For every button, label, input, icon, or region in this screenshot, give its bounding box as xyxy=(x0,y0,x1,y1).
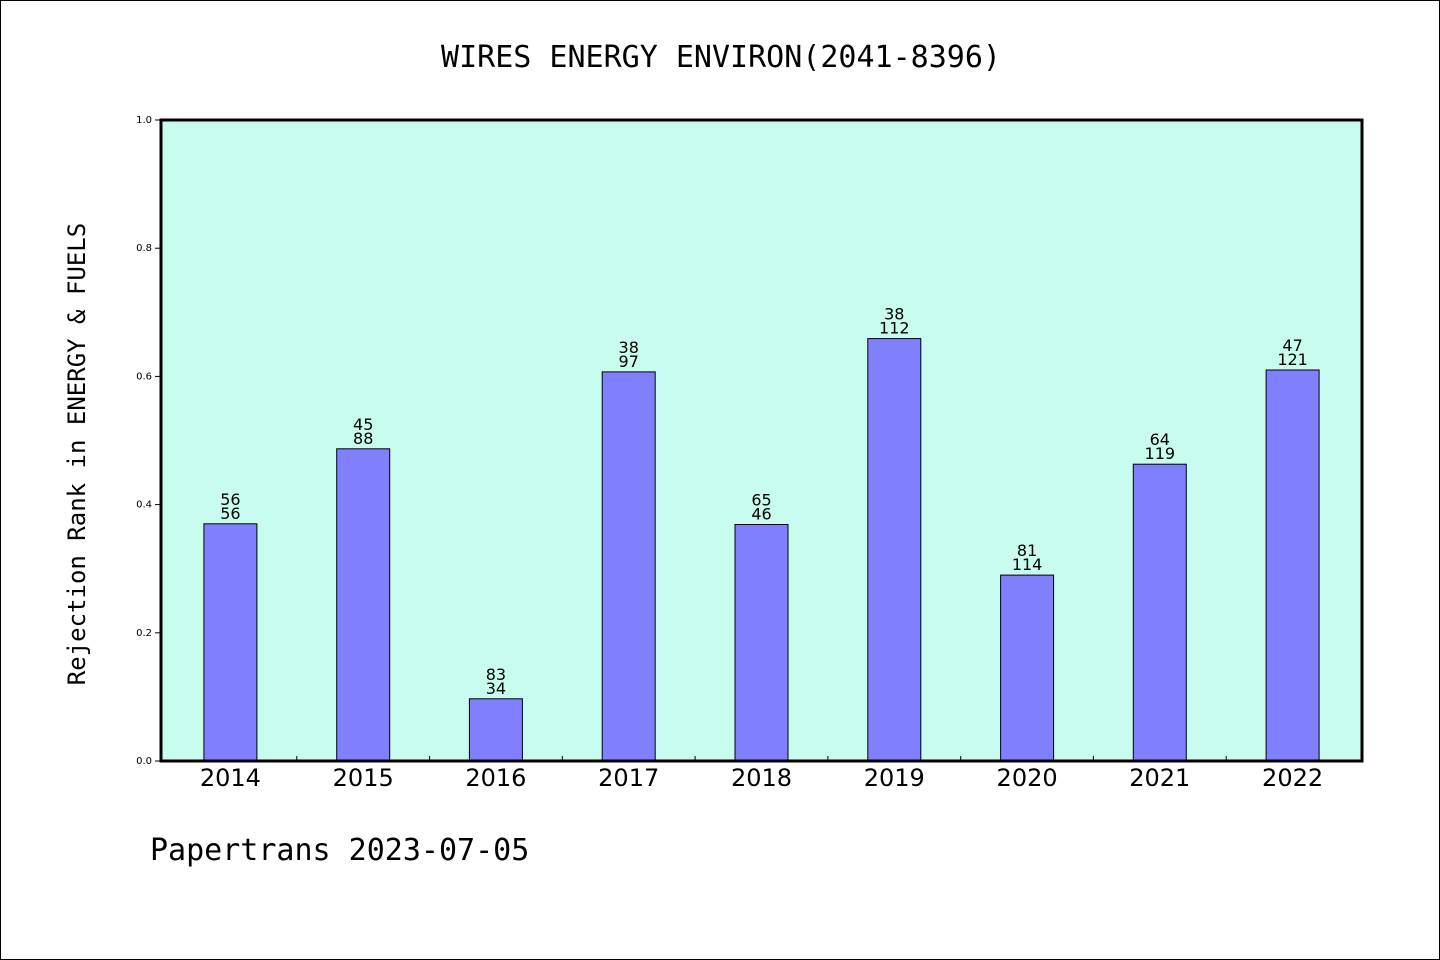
bar-label-upper-2020: 81 xyxy=(1017,541,1037,560)
plot-border xyxy=(159,118,1364,763)
bar-label-lower-2016: 34 xyxy=(486,679,506,698)
chart-title: WIRES ENERGY ENVIRON(2041-8396) xyxy=(441,40,1001,75)
y-axis-label: Rejection Rank in ENERGY & FUELS xyxy=(63,223,91,685)
bar-label-lower-2022: 121 xyxy=(1277,350,1308,369)
bar-2015 xyxy=(336,448,391,762)
footer-date-stamp: Papertrans 2023-07-05 xyxy=(150,833,530,868)
x-tick-label-2014: 2014 xyxy=(200,764,261,792)
x-tick-label-2018: 2018 xyxy=(731,764,792,792)
bar-2018 xyxy=(734,524,789,762)
bars-layer xyxy=(203,338,1320,762)
y-tick-label-0.8: 0.8 xyxy=(136,243,152,254)
x-tick-label-2022: 2022 xyxy=(1262,764,1323,792)
y-tick-label-0.0: 0.0 xyxy=(136,756,152,767)
bar-2019 xyxy=(867,338,922,762)
bar-label-lower-2018: 46 xyxy=(751,505,771,524)
bar-2020 xyxy=(1000,574,1055,762)
bar-label-lower-2019: 112 xyxy=(879,319,910,338)
x-tick-label-2016: 2016 xyxy=(465,764,526,792)
bar-label-lower-2017: 97 xyxy=(619,352,639,371)
bar-label-lower-2015: 88 xyxy=(353,429,373,448)
bar-label-upper-2022: 47 xyxy=(1282,336,1302,355)
bar-2016 xyxy=(468,698,523,762)
x-tick-label-2015: 2015 xyxy=(333,764,394,792)
y-ticks-layer: 0.0 0.2 0.4 0.6 0.8 1.0 xyxy=(136,115,161,767)
x-tick-label-2020: 2020 xyxy=(997,764,1058,792)
bar-label-lower-2014: 56 xyxy=(220,504,240,523)
bar-label-upper-2021: 64 xyxy=(1150,430,1170,449)
bar-label-upper-2014: 56 xyxy=(220,490,240,509)
x-tick-label-2017: 2017 xyxy=(598,764,659,792)
bar-2022 xyxy=(1265,369,1320,762)
x-ticks-layer: 2014 2015 2016 2017 2018 2019 2020 2021 2022 xyxy=(200,756,1323,792)
y-tick-label-1.0: 1.0 xyxy=(136,115,152,126)
bar-label-upper-2016: 83 xyxy=(486,665,506,684)
bar-label-upper-2017: 38 xyxy=(619,338,639,357)
x-tick-label-2021: 2021 xyxy=(1129,764,1190,792)
x-tick-label-2019: 2019 xyxy=(864,764,925,792)
bar-2017 xyxy=(601,371,656,762)
y-tick-label-0.4: 0.4 xyxy=(136,500,152,511)
bar-label-upper-2019: 38 xyxy=(884,305,904,324)
bar-label-upper-2018: 65 xyxy=(751,491,771,510)
bar-2014 xyxy=(203,523,258,762)
y-tick-label-0.6: 0.6 xyxy=(136,371,152,382)
bar-label-lower-2020: 114 xyxy=(1012,555,1043,574)
bar-label-upper-2015: 45 xyxy=(353,415,373,434)
bar-label-lower-2021: 119 xyxy=(1145,444,1176,463)
bar-2021 xyxy=(1132,463,1187,762)
y-tick-label-0.2: 0.2 xyxy=(136,628,152,639)
